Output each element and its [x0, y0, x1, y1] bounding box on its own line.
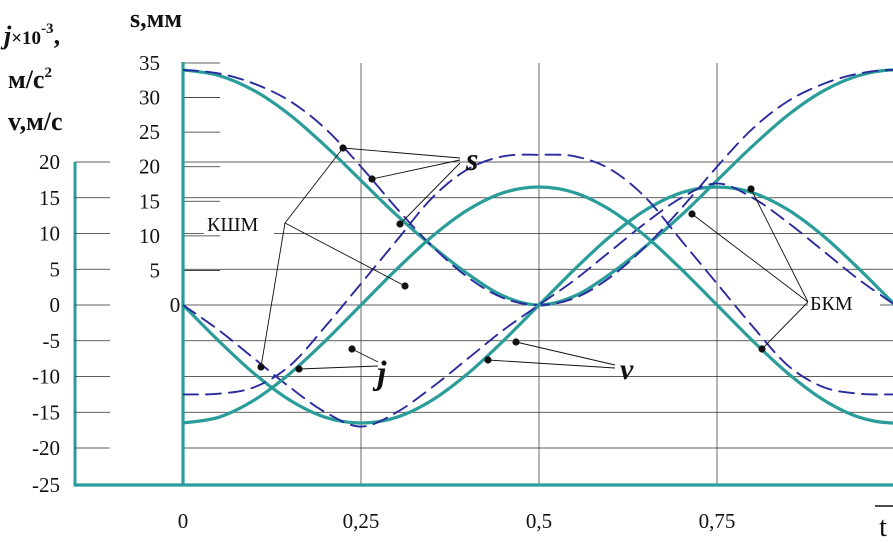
kshm-leader-dot — [257, 363, 264, 370]
left-axis-title-j: j — [0, 21, 12, 50]
kshm-leader — [285, 223, 405, 286]
j-leader-dot — [348, 345, 355, 352]
left-tick-label: 10 — [39, 222, 60, 246]
x-tick-label: 0,5 — [526, 509, 552, 533]
origin-label: 0 — [170, 293, 181, 317]
left-axis-title-line1: j×10-3, — [0, 21, 60, 50]
s-leader — [400, 163, 460, 224]
curves — [183, 70, 893, 427]
left-tick-label: 0 — [50, 293, 61, 317]
bkm-leader-dot — [747, 185, 754, 192]
s-tick-label: 20 — [139, 155, 160, 179]
left-axis-title-comma: , — [54, 21, 61, 50]
s-leader-dot — [396, 220, 403, 227]
left-tick-label: -20 — [32, 436, 60, 460]
left-tick-label: 5 — [50, 257, 61, 281]
x-tick-label: 0,25 — [343, 509, 380, 533]
left-axis-title-line3: v,м/с — [8, 107, 63, 136]
v-leader — [516, 342, 615, 365]
left-tick-label: -15 — [32, 400, 60, 424]
curve-label-s: s — [465, 141, 478, 177]
j-leader-dot — [295, 365, 302, 372]
kshm-leader — [261, 223, 285, 367]
left-tick-label: -5 — [43, 329, 61, 353]
s-tick-label: 10 — [139, 224, 160, 248]
labels: j×10-3, м/с2 v,м/с s,мм 20151050-5-10-15… — [0, 4, 893, 543]
j-leader — [352, 349, 378, 362]
left-axis-unit-exp: 2 — [44, 65, 52, 81]
bkm-leader-dot — [688, 210, 695, 217]
bkm-leader — [762, 302, 808, 349]
v-leader — [488, 360, 615, 368]
left-axis-title-mult: ×10 — [11, 28, 41, 49]
curve-label-v: v — [620, 353, 634, 386]
bkm-leader — [692, 214, 808, 302]
s-tick-label: 30 — [139, 86, 160, 110]
s-tick-label: 15 — [139, 189, 160, 213]
right-axis-title: s,мм — [130, 4, 182, 33]
kshm-leader — [285, 148, 343, 223]
s-leader-dot — [368, 175, 375, 182]
left-axis-title-line2: м/с2 — [8, 65, 52, 94]
x-tick-label: 0,75 — [699, 509, 736, 533]
left-tick-label: -25 — [32, 473, 60, 497]
grid — [183, 63, 893, 485]
bkm-leader-dot — [758, 345, 765, 352]
kshm-leader-dot — [401, 282, 408, 289]
v-leader-dot — [512, 338, 519, 345]
left-tick-label: 15 — [39, 186, 60, 210]
x-tick-label: 0 — [178, 509, 189, 533]
j-leader — [299, 366, 378, 369]
v-leader-dot — [484, 356, 491, 363]
s-tick-label: 5 — [150, 258, 161, 282]
left-axis-unit: м/с — [8, 65, 44, 94]
series-j-dashed-line — [183, 155, 893, 395]
x-axis-label: t — [879, 512, 887, 543]
left-axis-title-exp: -3 — [41, 21, 54, 37]
method-label-bkm: БКМ — [810, 293, 853, 315]
s-tick-label: 35 — [139, 51, 160, 75]
s-leader — [343, 148, 460, 158]
left-tick-label: -10 — [32, 365, 60, 389]
s-tick-label: 25 — [139, 120, 160, 144]
method-label-kshm: КШМ — [207, 214, 259, 236]
left-tick-label: 20 — [39, 150, 60, 174]
annotation-leaders — [257, 144, 808, 372]
